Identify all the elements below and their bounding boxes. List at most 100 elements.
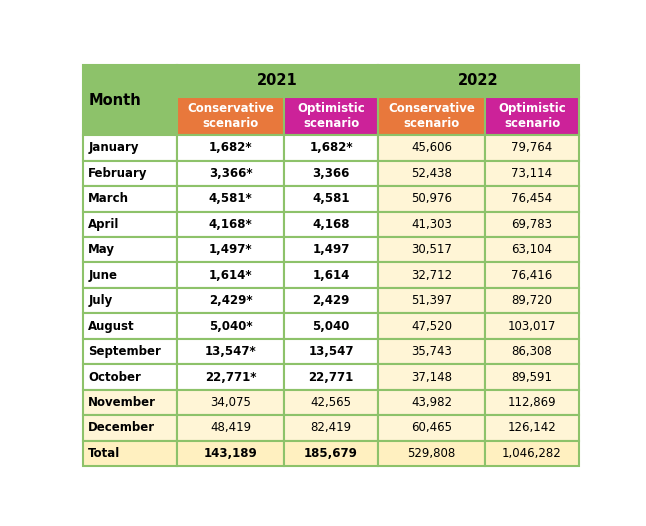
Text: 45,606: 45,606 [411, 141, 452, 155]
Text: 185,679: 185,679 [304, 447, 358, 460]
Text: 73,114: 73,114 [512, 167, 552, 180]
Bar [485, 211, 579, 237]
Bar [83, 390, 177, 415]
Text: 3,366: 3,366 [313, 167, 349, 180]
Text: 22,771*: 22,771* [205, 370, 256, 383]
Text: 48,419: 48,419 [210, 421, 251, 434]
Bar [485, 441, 579, 466]
Text: 112,869: 112,869 [508, 396, 556, 409]
Bar [485, 339, 579, 365]
Text: October: October [89, 370, 141, 383]
Bar [284, 262, 378, 288]
Bar [378, 365, 485, 390]
Bar [485, 365, 579, 390]
Text: 1,614: 1,614 [313, 269, 349, 282]
Bar [83, 135, 177, 160]
Bar [378, 262, 485, 288]
Bar [485, 135, 579, 160]
Bar [83, 160, 177, 186]
Text: November: November [89, 396, 156, 409]
Text: August: August [89, 320, 135, 332]
Text: 3,366*: 3,366* [209, 167, 253, 180]
Bar [83, 262, 177, 288]
Bar [378, 441, 485, 466]
Bar [284, 313, 378, 339]
Bar [378, 160, 485, 186]
Text: 2022: 2022 [458, 74, 499, 88]
Bar [177, 262, 284, 288]
Text: 13,547: 13,547 [308, 345, 354, 358]
Text: 1,682*: 1,682* [209, 141, 253, 155]
Bar [378, 211, 485, 237]
Bar [284, 339, 378, 365]
Text: 1,682*: 1,682* [309, 141, 353, 155]
Bar [177, 339, 284, 365]
Text: 63,104: 63,104 [512, 243, 552, 256]
Text: July: July [89, 294, 112, 307]
Text: 2,429*: 2,429* [209, 294, 253, 307]
Bar [177, 313, 284, 339]
Text: 1,614*: 1,614* [209, 269, 253, 282]
Text: January: January [89, 141, 139, 155]
Text: 5,040: 5,040 [313, 320, 349, 332]
Bar [177, 211, 284, 237]
Text: 4,168*: 4,168* [209, 218, 253, 231]
Bar [177, 441, 284, 466]
Text: 35,743: 35,743 [411, 345, 452, 358]
Bar [284, 415, 378, 441]
Bar [284, 288, 378, 313]
Text: Conservative
scenario: Conservative scenario [388, 102, 475, 130]
Bar [485, 97, 579, 135]
Bar [485, 288, 579, 313]
Bar [284, 365, 378, 390]
Text: 4,581*: 4,581* [209, 193, 253, 205]
Text: 42,565: 42,565 [311, 396, 351, 409]
Bar [177, 160, 284, 186]
Text: 41,303: 41,303 [411, 218, 452, 231]
Text: 76,416: 76,416 [512, 269, 552, 282]
Text: 5,040*: 5,040* [209, 320, 253, 332]
Text: Optimistic
scenario: Optimistic scenario [297, 102, 365, 130]
Text: 32,712: 32,712 [411, 269, 452, 282]
Bar [378, 339, 485, 365]
Bar [378, 65, 579, 97]
Bar [378, 237, 485, 262]
Text: 143,189: 143,189 [203, 447, 258, 460]
Text: 13,547*: 13,547* [205, 345, 256, 358]
Bar [284, 237, 378, 262]
Text: 37,148: 37,148 [411, 370, 452, 383]
Bar [83, 288, 177, 313]
Text: April: April [89, 218, 120, 231]
Text: December: December [89, 421, 156, 434]
Text: September: September [89, 345, 161, 358]
Text: 126,142: 126,142 [508, 421, 556, 434]
Text: 1,497: 1,497 [313, 243, 349, 256]
Text: 60,465: 60,465 [411, 421, 452, 434]
Text: 103,017: 103,017 [508, 320, 556, 332]
Text: Optimistic
scenario: Optimistic scenario [498, 102, 566, 130]
Text: 2021: 2021 [257, 74, 298, 88]
Bar [378, 313, 485, 339]
Bar [485, 262, 579, 288]
Text: June: June [89, 269, 118, 282]
Text: February: February [89, 167, 148, 180]
Text: 4,581: 4,581 [312, 193, 350, 205]
Bar [485, 313, 579, 339]
Bar [83, 313, 177, 339]
Text: 1,046,282: 1,046,282 [502, 447, 562, 460]
Bar [83, 65, 177, 135]
Bar [177, 390, 284, 415]
Bar [83, 365, 177, 390]
Text: 2,429: 2,429 [313, 294, 349, 307]
Bar [83, 339, 177, 365]
Bar [378, 288, 485, 313]
Text: 34,075: 34,075 [210, 396, 251, 409]
Bar [378, 390, 485, 415]
Text: Conservative
scenario: Conservative scenario [187, 102, 274, 130]
Bar [378, 415, 485, 441]
Bar [177, 186, 284, 211]
Bar [284, 211, 378, 237]
Bar [284, 135, 378, 160]
Bar [485, 390, 579, 415]
Bar [284, 97, 378, 135]
